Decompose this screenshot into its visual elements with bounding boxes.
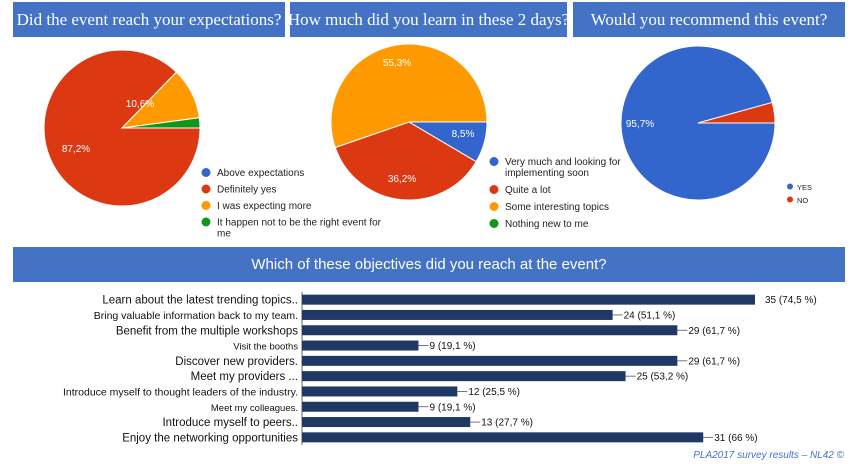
pie1-title: Did the event reach your expectations?: [13, 2, 285, 37]
bar-mark: [302, 371, 626, 382]
pie3-slice-1: [697, 101, 776, 124]
bar-mark: [302, 432, 704, 443]
pie2-slice-1: [334, 121, 477, 201]
pie1-slice-3: [121, 117, 201, 129]
pie2-legend-item: Nothing new to me: [505, 219, 589, 230]
bar-data-label: 13 (27,7 %): [481, 418, 533, 429]
bar-category-label: Visit the booths: [233, 342, 298, 353]
pie2-data-label: 55,3%: [383, 58, 411, 69]
pie2-legend-item: Quite a lot: [505, 185, 551, 196]
bar-data-label: 35 (74,5 %): [765, 295, 817, 306]
pie1-legend-marker: [201, 201, 211, 210]
bar-data-label: 9 (19,1 %): [429, 402, 475, 413]
pie1-data-label: 87,2%: [62, 144, 90, 155]
pie2-legend-marker: [489, 202, 499, 211]
pie3-legend-marker: [787, 196, 793, 203]
bar-mark: [302, 417, 471, 428]
bar-chart-title: Which of these objectives did you reach …: [13, 247, 845, 282]
pie2-legend-marker: [489, 219, 499, 228]
pie2-slice-2: [330, 43, 488, 149]
pie1-legend-item: Definitely yes: [217, 185, 276, 196]
bar-data-label: 29 (61,7 %): [688, 326, 740, 337]
pie2-data-label: 8,5%: [452, 129, 475, 140]
bar-mark: [302, 386, 458, 397]
pie1-data-label: 10,6%: [126, 99, 154, 110]
pie1-legend-item: I was expecting more: [217, 201, 312, 212]
bar-data-label: 31 (66 %): [714, 433, 757, 444]
bar-category-label: Benefit from the multiple workshops: [116, 325, 298, 337]
bar-mark: [302, 401, 419, 412]
pie2-legend-item: Some interesting topics: [505, 202, 609, 213]
pie3-legend-item: NO: [797, 196, 808, 205]
pie2-data-label: 36,2%: [388, 174, 416, 185]
bar-data-label: 24 (51,1 %): [624, 310, 676, 321]
bar-data-label: 25 (53,2 %): [637, 372, 689, 383]
bar-mark: [302, 309, 613, 320]
pie2-legend-item: Very much and looking for: [505, 157, 621, 168]
pie3-title: Would you recommend this event?: [573, 2, 845, 37]
bar-data-label: 12 (25,5 %): [468, 387, 520, 398]
bar-data-label: 9 (19,1 %): [429, 341, 475, 352]
pie3-legend-marker: [787, 183, 793, 190]
bar-category-label: Meet my providers ...: [191, 371, 298, 383]
bar-category-label: Learn about the latest trending topics..: [102, 295, 298, 307]
bar-category-label: Introduce myself to peers..: [162, 417, 298, 429]
pie3-legend-item: YES: [797, 183, 812, 192]
bar-data-label: 29 (61,7 %): [688, 356, 740, 367]
pie1-legend-item: me: [217, 229, 231, 240]
pie2-legend-marker: [489, 185, 499, 194]
bar-category-label: Bring valuable information back to my te…: [94, 310, 298, 322]
bar-mark: [302, 355, 678, 366]
pie1-legend-marker: [201, 217, 211, 227]
pie2-legend-marker: [489, 157, 499, 166]
bar-mark: [302, 340, 419, 351]
bar-category-label: Discover new providers.: [175, 356, 298, 368]
pie2-title: How much did you learn in these 2 days?: [288, 2, 569, 37]
pie3-data-label: 95,7%: [626, 119, 654, 130]
bar-category-label: Introduce myself to thought leaders of t…: [63, 386, 298, 398]
pie1-legend-item: It happen not to be the right event for: [217, 218, 382, 229]
footer-credit: PLA2017 survey results – NL42 ©: [693, 450, 844, 461]
pie1-legend-marker: [201, 184, 211, 194]
pie2-legend-item: implementing soon: [505, 168, 589, 179]
pie1-legend-item: Above expectations: [217, 168, 304, 179]
bar-mark: [302, 294, 755, 305]
bar-category-label: Meet my colleagues.: [211, 403, 298, 414]
pie1-legend-marker: [201, 168, 211, 177]
bar-mark: [302, 325, 678, 336]
bar-category-label: Enjoy the networking opportunities: [122, 432, 298, 444]
